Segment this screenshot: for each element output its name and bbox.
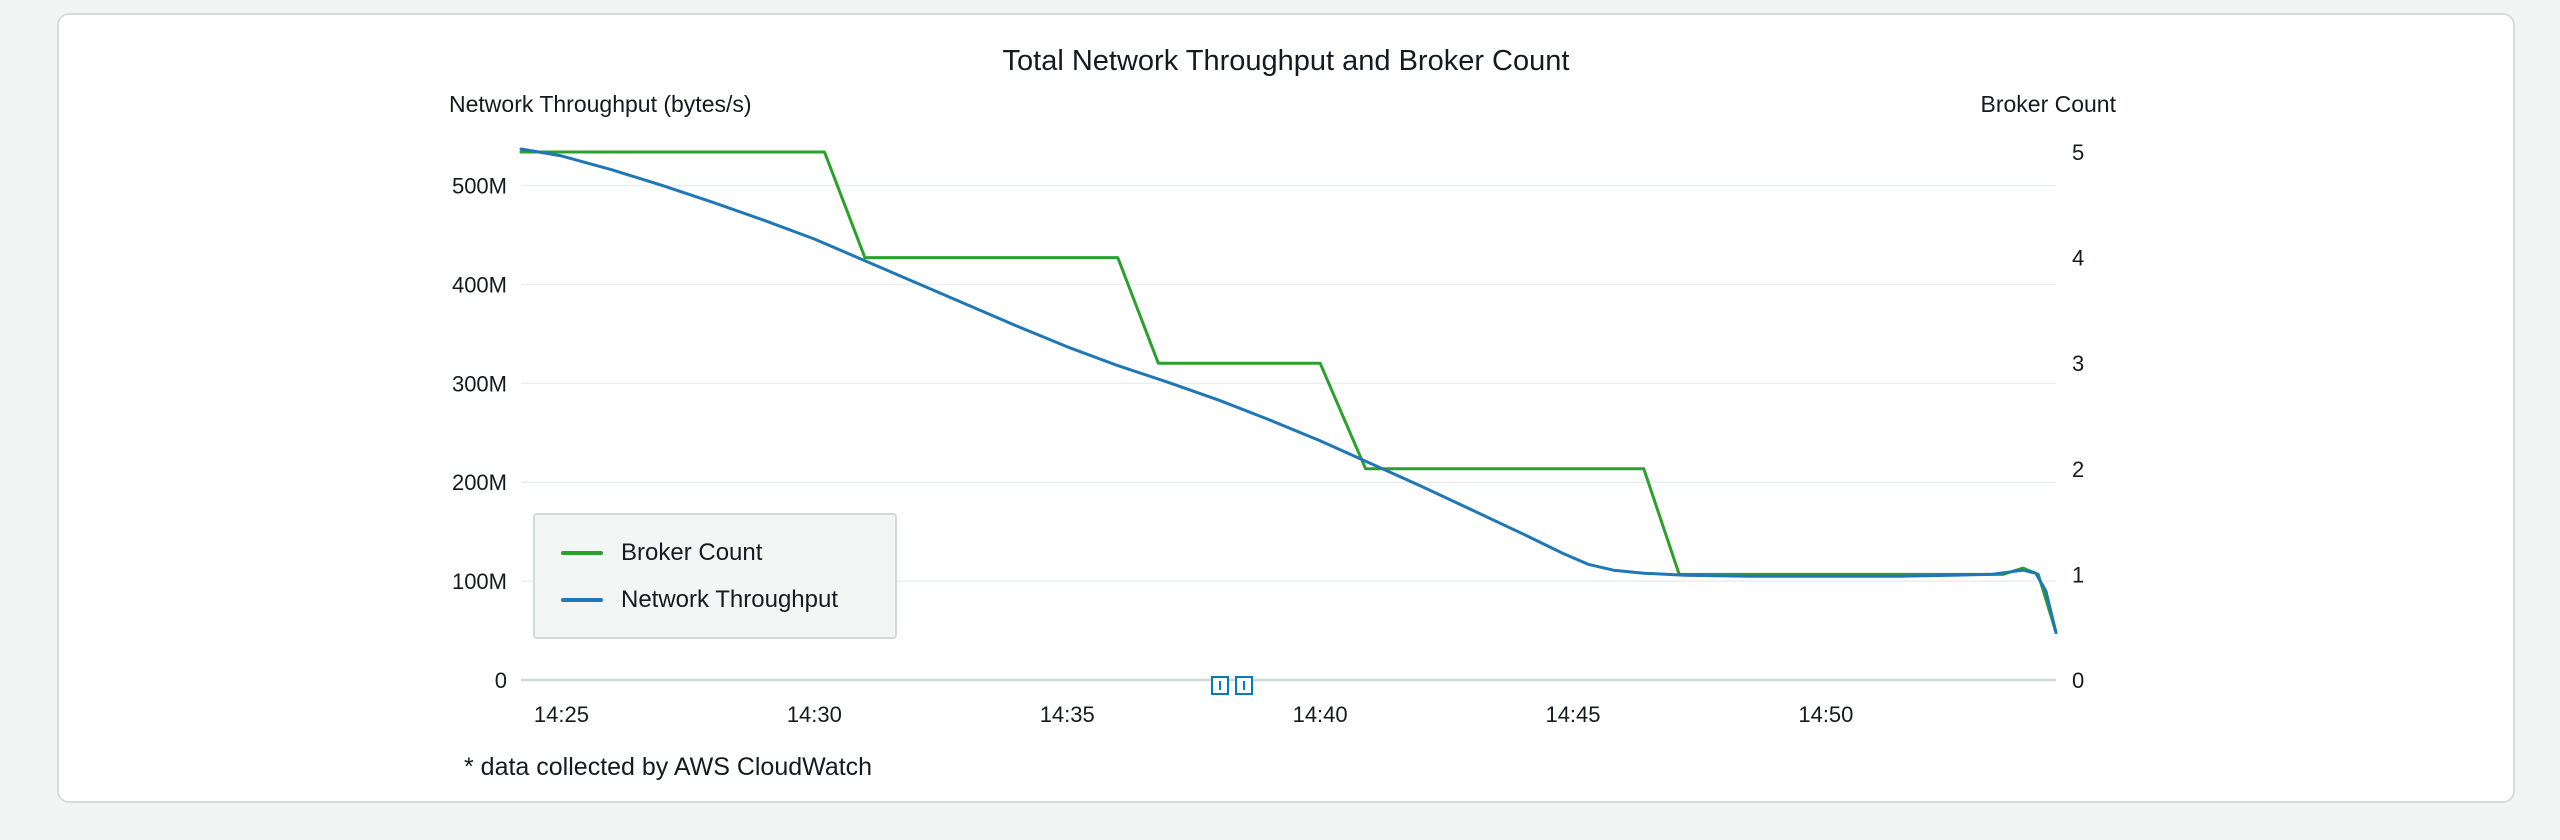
x-axis-tick-label: 14:40	[1293, 702, 1348, 727]
data-source-note: * data collected by AWS CloudWatch	[464, 753, 873, 781]
chart-legend: Broker Count Network Throughput	[533, 513, 897, 639]
chart-title: Total Network Throughput and Broker Coun…	[1002, 45, 1570, 77]
right-axis-tick-label: 3	[2072, 351, 2084, 376]
x-axis-tick-label: 14:35	[1040, 702, 1095, 727]
right-axis-tick-label: 2	[2072, 457, 2084, 482]
left-axis-tick-label: 0	[495, 668, 507, 693]
legend-item-network-throughput[interactable]: Network Throughput	[561, 578, 869, 622]
legend-label-network-throughput: Network Throughput	[621, 585, 839, 613]
broker-count-line-swatch-icon	[561, 550, 603, 555]
network-throughput-line	[519, 147, 2058, 634]
network-throughput-line-swatch-icon	[561, 597, 603, 602]
left-axis-title: Network Throughput (bytes/s)	[449, 91, 752, 117]
time-range-scrubber[interactable]	[1211, 676, 1253, 695]
chart-plot-area[interactable]: 0 100M 200M 300M 400M 500M 0 1 2 3 4 5 14:25 14:30 14:…	[59, 15, 2517, 805]
right-axis-tick-label: 0	[2072, 668, 2084, 693]
broker-count-line	[519, 150, 2058, 634]
left-axis-tick-label: 200M	[452, 470, 507, 495]
left-axis-tick-label: 100M	[452, 569, 507, 594]
x-axis-tick-label: 14:45	[1545, 702, 1600, 727]
scrubber-grip-icon	[1219, 681, 1221, 690]
left-axis-tick-label: 400M	[452, 272, 507, 297]
right-axis-tick-label: 4	[2072, 246, 2084, 271]
left-axis-tick-label: 500M	[452, 174, 507, 199]
scrubber-left-handle-icon[interactable]	[1211, 676, 1229, 695]
x-axis-tick-label: 14:50	[1798, 702, 1853, 727]
legend-label-broker-count: Broker Count	[621, 538, 763, 566]
chart-card: Total Network Throughput and Broker Coun…	[57, 13, 2515, 803]
scrubber-right-handle-icon[interactable]	[1235, 676, 1253, 695]
legend-item-broker-count[interactable]: Broker Count	[561, 531, 869, 575]
left-axis-tick-label: 300M	[452, 371, 507, 396]
scrubber-grip-icon	[1243, 681, 1245, 690]
x-axis-tick-label: 14:25	[534, 702, 589, 727]
right-axis-tick-label: 5	[2072, 140, 2084, 165]
right-axis-title: Broker Count	[1980, 91, 2116, 117]
x-axis-tick-label: 14:30	[787, 702, 842, 727]
right-axis-tick-label: 1	[2072, 562, 2084, 587]
